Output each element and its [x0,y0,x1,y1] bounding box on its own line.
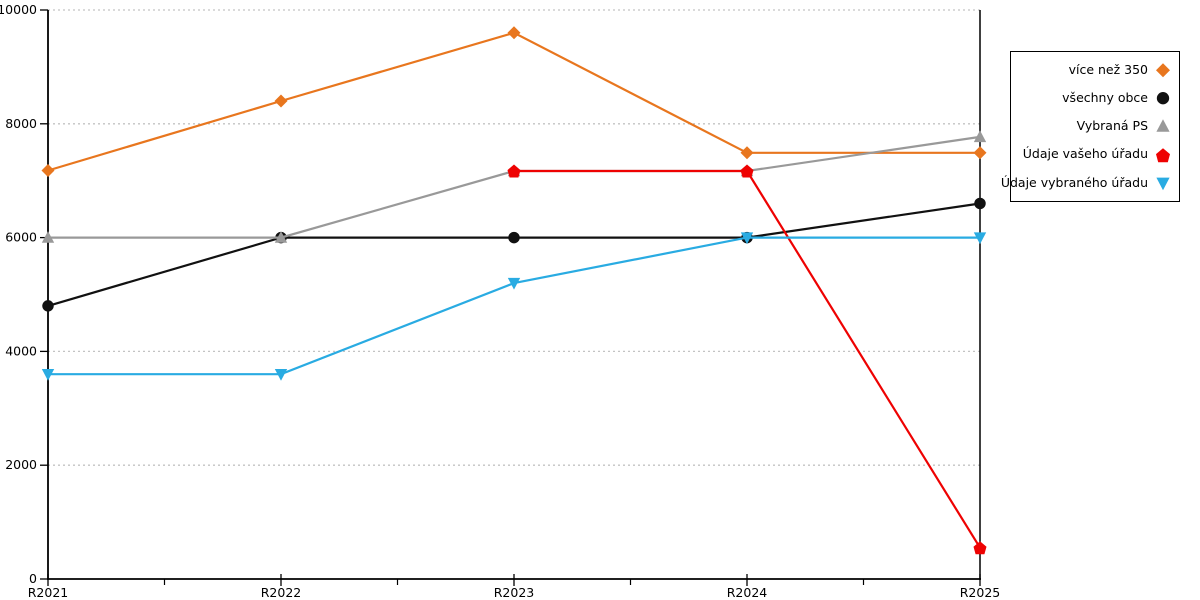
series-line-0 [47,31,980,172]
legend-item-0: více než 350 [1015,57,1171,83]
data-point-marker-triangle-down [740,232,754,245]
x-tick-label: R2025 [960,585,1001,600]
legend-marker-circle-icon [1156,92,1170,105]
y-tick-label: 10000 [0,2,37,17]
y-tick-label: 2000 [5,457,37,472]
data-point-marker-pentagon [740,164,754,178]
legend-marker-glyph [1156,119,1170,133]
legend-item-3: Údaje vašeho úřadu [1015,142,1171,168]
data-point-marker-diamond [973,146,987,160]
y-tick-label: 0 [29,571,37,586]
x-tick-label: R2024 [727,585,768,600]
data-point-marker-diamond [274,94,288,108]
data-point-marker-circle [42,300,54,312]
legend-item-label: Údaje vašeho úřadu [1022,146,1148,162]
data-point-marker-diamond [740,146,754,160]
x-tick-label: R2023 [494,585,535,600]
y-tick-label: 8000 [5,116,37,131]
data-point-marker-triangle-up [973,130,987,143]
y-tick-label: 4000 [5,343,37,358]
legend-item-label: Údaje vybraného úřadu [1000,174,1148,190]
legend-item-label: Vybraná PS [1076,118,1148,134]
legend-marker-glyph [1156,147,1170,162]
series-line-1 [47,202,981,307]
legend-marker-triangle-down-icon [1156,177,1170,190]
series-line-4 [48,236,980,376]
chart-legend: více než 350 všechny obce Vybraná PS Údaje … [1001,51,1180,202]
legend-item-4: Údaje vybraného úřadu [1001,170,1171,196]
legend-marker-triangle-up-icon [1156,119,1170,133]
legend-item-label: všechny obce [1062,90,1148,106]
legend-marker-diamond-icon [1156,63,1170,78]
x-tick-label: R2022 [261,585,302,600]
x-tick-label: R2021 [28,585,69,600]
legend-marker-glyph [1156,63,1170,78]
series-line-3 [514,169,981,549]
data-point-marker-triangle-down [41,369,55,381]
legend-marker-glyph [1156,92,1170,105]
legend-marker-pentagon-icon [1156,147,1170,162]
data-point-marker-pentagon [973,541,987,555]
legend-item-1: všechny obce [1015,85,1171,111]
data-point-marker-circle [508,231,520,244]
data-point-marker-triangle-down [274,369,288,381]
data-point-marker-triangle-down [507,277,521,290]
legend-item-2: Vybraná PS [1015,113,1171,139]
legend-item-label: více než 350 [1068,61,1148,77]
data-point-marker-circle [974,197,986,210]
data-point-marker-triangle-up [274,231,288,243]
y-tick-label: 6000 [5,230,37,245]
legend-marker-glyph [1156,177,1170,190]
data-point-marker-pentagon [507,164,521,178]
data-point-marker-diamond [507,26,521,40]
data-point-marker-triangle-up [41,231,55,243]
data-point-marker-triangle-down [973,232,987,245]
data-point-marker-diamond [41,164,55,177]
